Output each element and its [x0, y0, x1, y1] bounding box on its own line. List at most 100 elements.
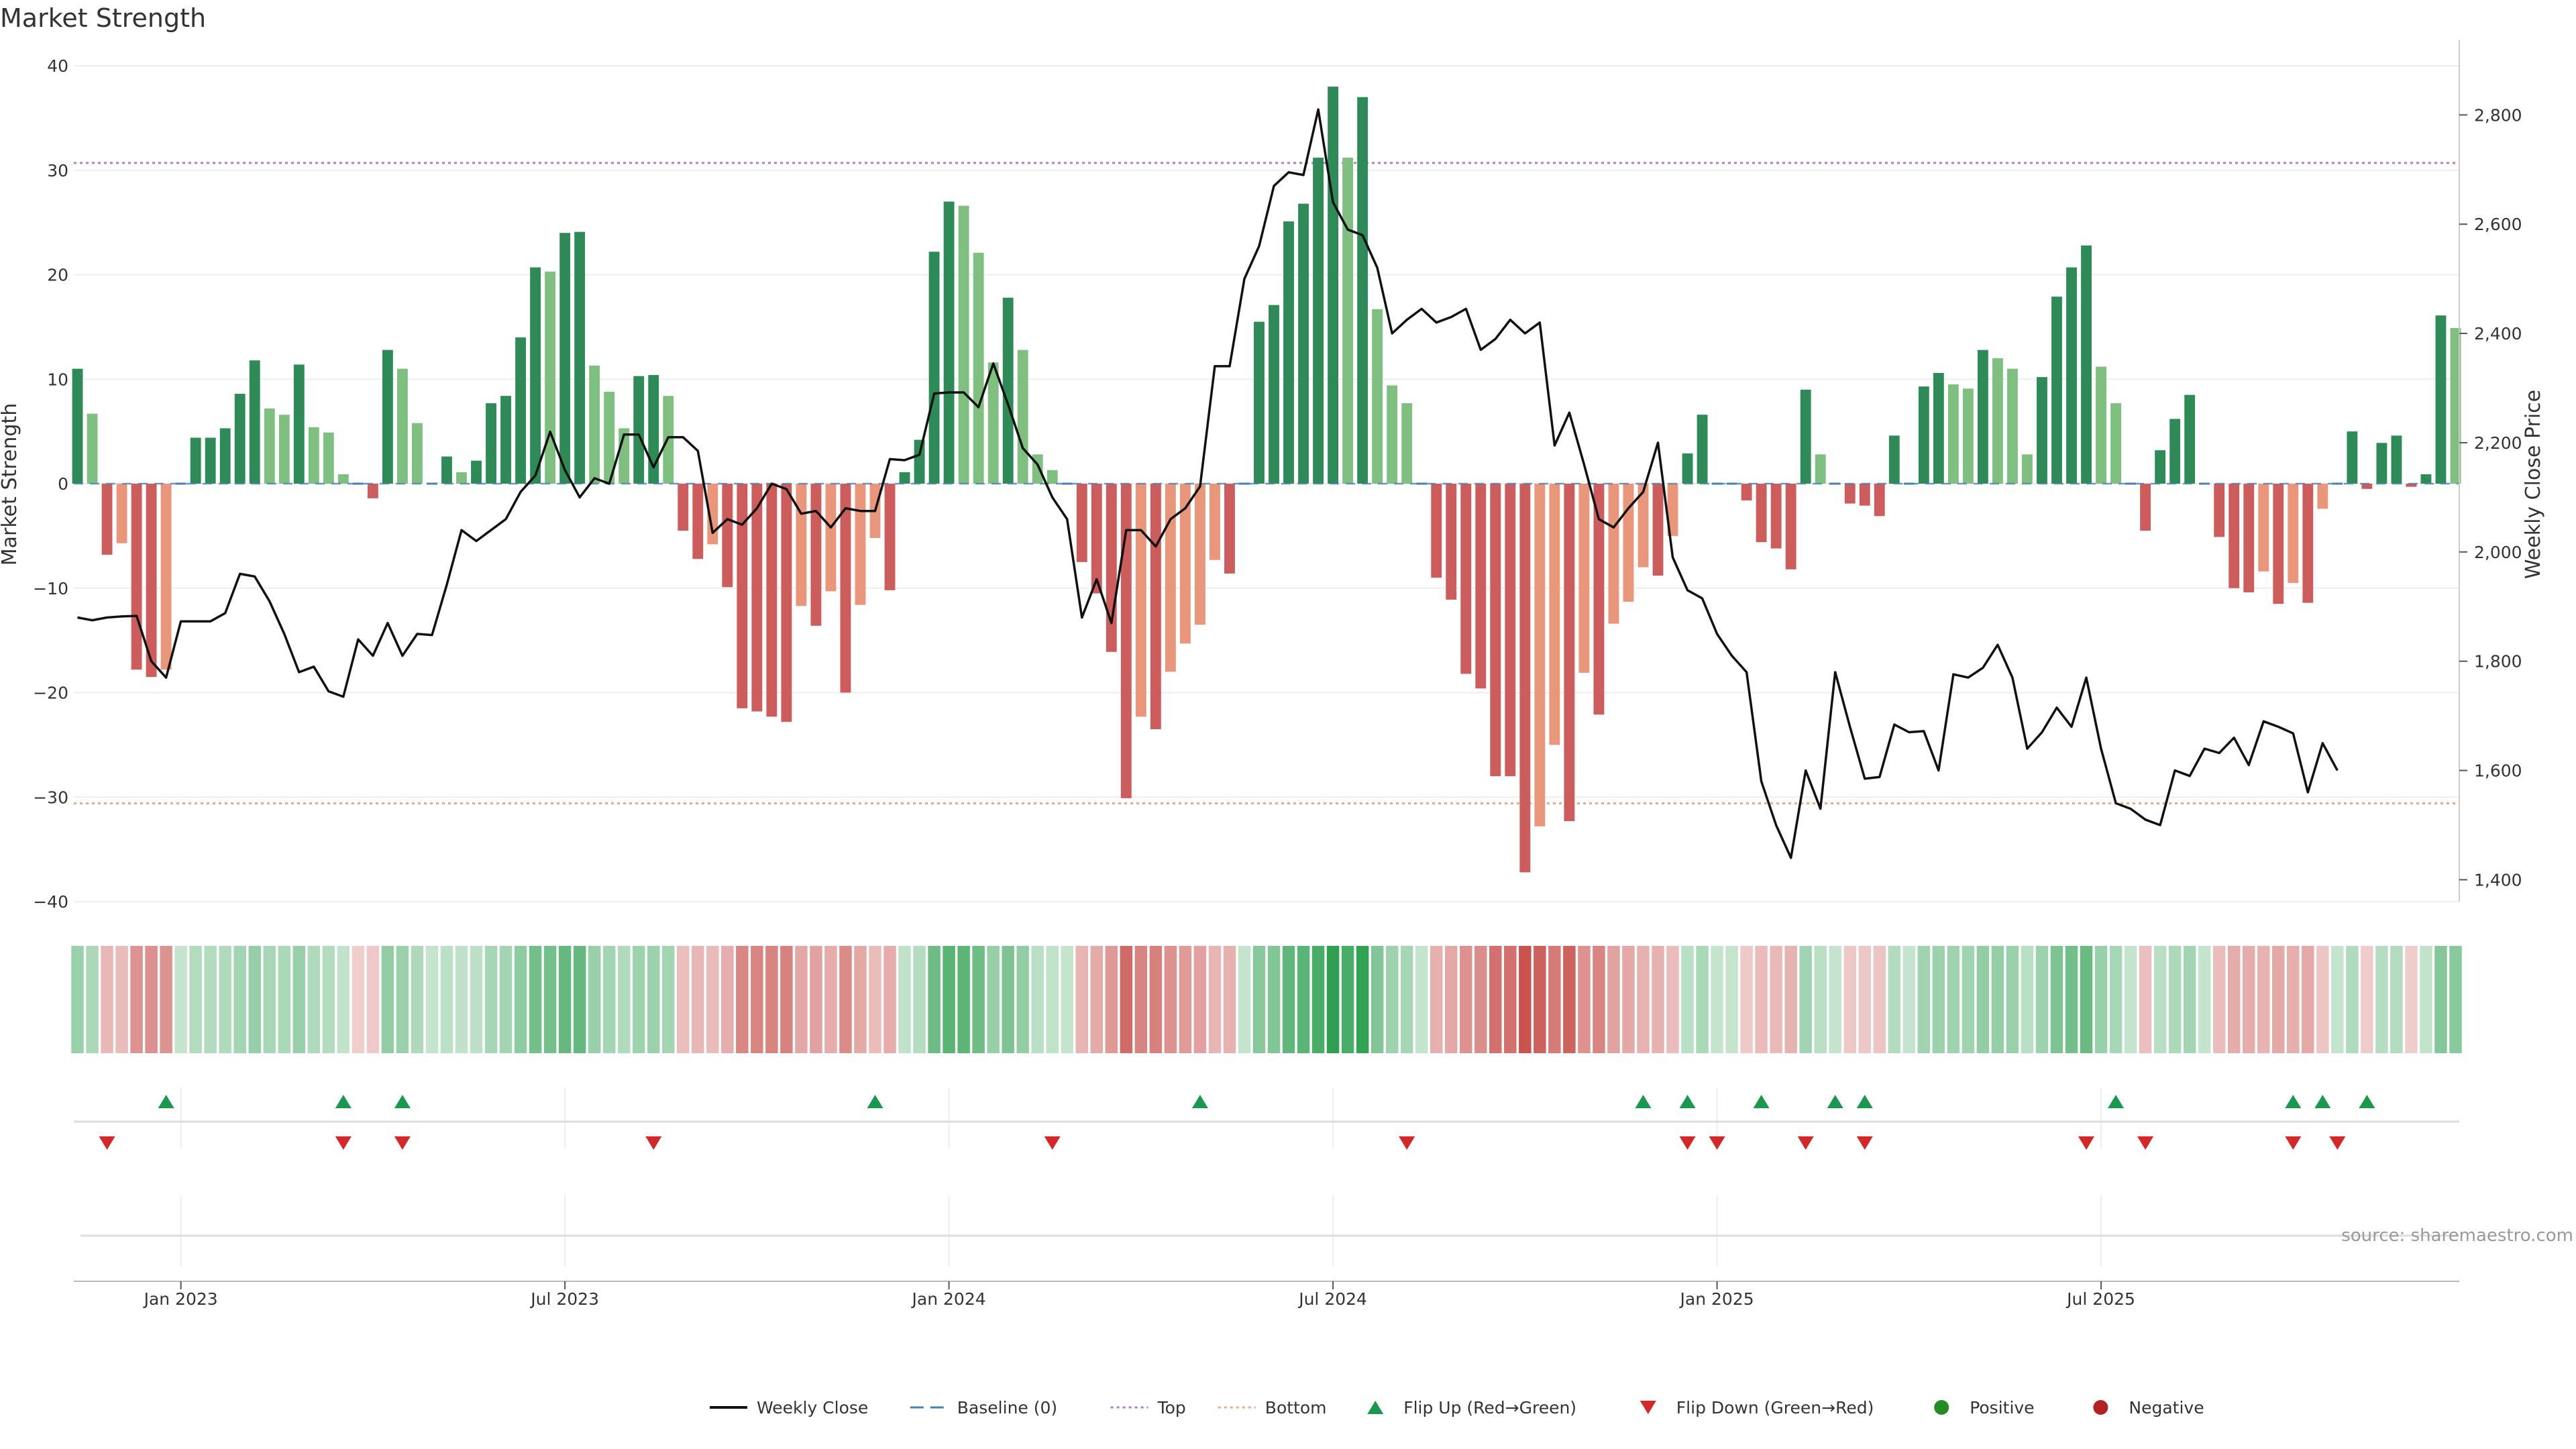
intensity-cell — [174, 946, 187, 1053]
strength-bar — [486, 403, 496, 484]
intensity-cell — [1784, 946, 1797, 1053]
intensity-cell — [1622, 946, 1635, 1053]
intensity-cell — [869, 946, 881, 1053]
intensity-cell — [647, 946, 660, 1053]
legend-swatch — [2093, 1400, 2108, 1415]
y-axis-right: 2,800 2,600 2,400 2,200 2,000 1,800 1,600 1,400 — [2459, 40, 2522, 902]
strength-bar — [1623, 484, 1634, 602]
intensity-cell — [573, 946, 586, 1053]
intensity-cell — [692, 946, 704, 1053]
strength-bar — [1918, 386, 1929, 484]
flip-down-marker — [1679, 1136, 1696, 1150]
strength-bar — [1254, 321, 1265, 484]
strength-bar — [1549, 484, 1560, 745]
flip-up-marker — [2359, 1095, 2375, 1108]
strength-bar — [2450, 327, 2461, 484]
intensity-cell — [1031, 946, 1044, 1053]
strength-bar — [2288, 484, 2299, 583]
strength-bar — [2214, 484, 2225, 537]
strength-bar — [2302, 484, 2314, 603]
y-tick-label: 0 — [58, 474, 68, 494]
strength-bar — [1372, 309, 1383, 484]
strength-bar — [456, 472, 467, 484]
intensity-cell — [1917, 946, 1931, 1053]
legend-label: Weekly Close — [757, 1398, 868, 1417]
intensity-cell — [2065, 946, 2078, 1053]
strength-bar — [692, 484, 704, 559]
strength-bar — [2037, 377, 2047, 484]
intensity-cell — [1504, 946, 1517, 1053]
strength-bar — [1135, 484, 1146, 717]
strength-bar — [2347, 431, 2358, 484]
intensity-cell — [1415, 946, 1428, 1053]
legend-swatch — [1640, 1401, 1656, 1414]
intensity-cell — [2035, 946, 2049, 1053]
intensity-cell — [1681, 946, 1694, 1053]
intensity-cell — [1902, 946, 1916, 1053]
legend-swatch — [1367, 1401, 1384, 1414]
flip-down-marker — [2137, 1136, 2154, 1150]
strength-bar — [1608, 484, 1619, 624]
strength-bar — [249, 360, 260, 484]
intensity-cell — [972, 946, 985, 1053]
intensity-cell — [366, 946, 380, 1053]
intensity-cell — [1578, 946, 1591, 1053]
intensity-cell — [1149, 946, 1163, 1053]
flip-down-marker — [2329, 1136, 2346, 1150]
strength-bar — [1328, 87, 1339, 484]
intensity-cell — [1016, 946, 1029, 1053]
intensity-cell — [1652, 946, 1664, 1053]
strength-bar — [781, 484, 792, 722]
intensity-cell — [396, 946, 409, 1053]
intensity-cell — [307, 946, 321, 1053]
intensity-cell — [499, 946, 513, 1053]
strength-bar — [1120, 484, 1132, 798]
strength-bar — [101, 484, 113, 555]
intensity-cell — [1223, 946, 1236, 1053]
strength-bar — [2435, 315, 2447, 484]
flip-down-marker — [99, 1136, 115, 1150]
strength-bar — [1460, 484, 1472, 674]
intensity-cell — [1829, 946, 1841, 1053]
strength-bar — [2406, 484, 2417, 487]
intensity-cell — [2139, 946, 2152, 1053]
legend-item: Flip Down (Green→Red) — [1640, 1398, 1874, 1417]
intensity-cell — [706, 946, 719, 1053]
legend-label: Flip Up (Red→Green) — [1403, 1398, 1576, 1417]
intensity-cell — [661, 946, 675, 1053]
strength-bar — [810, 484, 822, 626]
legend-item: Positive — [1934, 1398, 2035, 1417]
y-tick-label: −40 — [33, 892, 68, 912]
signal-panel — [80, 1195, 2459, 1267]
strength-bar — [574, 231, 586, 484]
strength-bar — [530, 267, 541, 484]
intensity-cell — [529, 946, 542, 1053]
strength-bar — [1815, 454, 1826, 484]
flip-up-marker — [2108, 1095, 2125, 1108]
intensity-cell — [219, 946, 231, 1053]
intensity-cell — [854, 946, 867, 1053]
intensity-cell — [1637, 946, 1650, 1053]
strength-bar — [1194, 484, 1205, 625]
strength-bar — [1283, 221, 1294, 484]
intensity-cell — [1534, 946, 1546, 1053]
strength-bar — [2184, 394, 2196, 484]
intensity-cell — [1090, 946, 1104, 1053]
strength-bar — [396, 368, 408, 484]
intensity-cell — [514, 946, 527, 1053]
strength-bar — [1578, 484, 1590, 673]
strength-bar — [1017, 350, 1028, 484]
strength-bar — [1357, 97, 1368, 484]
intensity-cell — [337, 946, 350, 1053]
intensity-cell — [1740, 946, 1753, 1053]
intensity-cell — [602, 946, 616, 1053]
source-label: source: sharemaestro.com — [2341, 1226, 2573, 1246]
legend: Weekly Close Baseline (0) Top Bottom Flip Up… — [710, 1398, 2204, 1417]
intensity-cell — [1976, 946, 1990, 1053]
y2-tick-label: 1,600 — [2474, 761, 2522, 781]
intensity-cell — [1460, 946, 1472, 1053]
intensity-cell — [898, 946, 911, 1053]
strength-bar — [1298, 203, 1309, 484]
strength-bar — [1106, 484, 1117, 652]
intensity-cell — [1193, 946, 1207, 1053]
